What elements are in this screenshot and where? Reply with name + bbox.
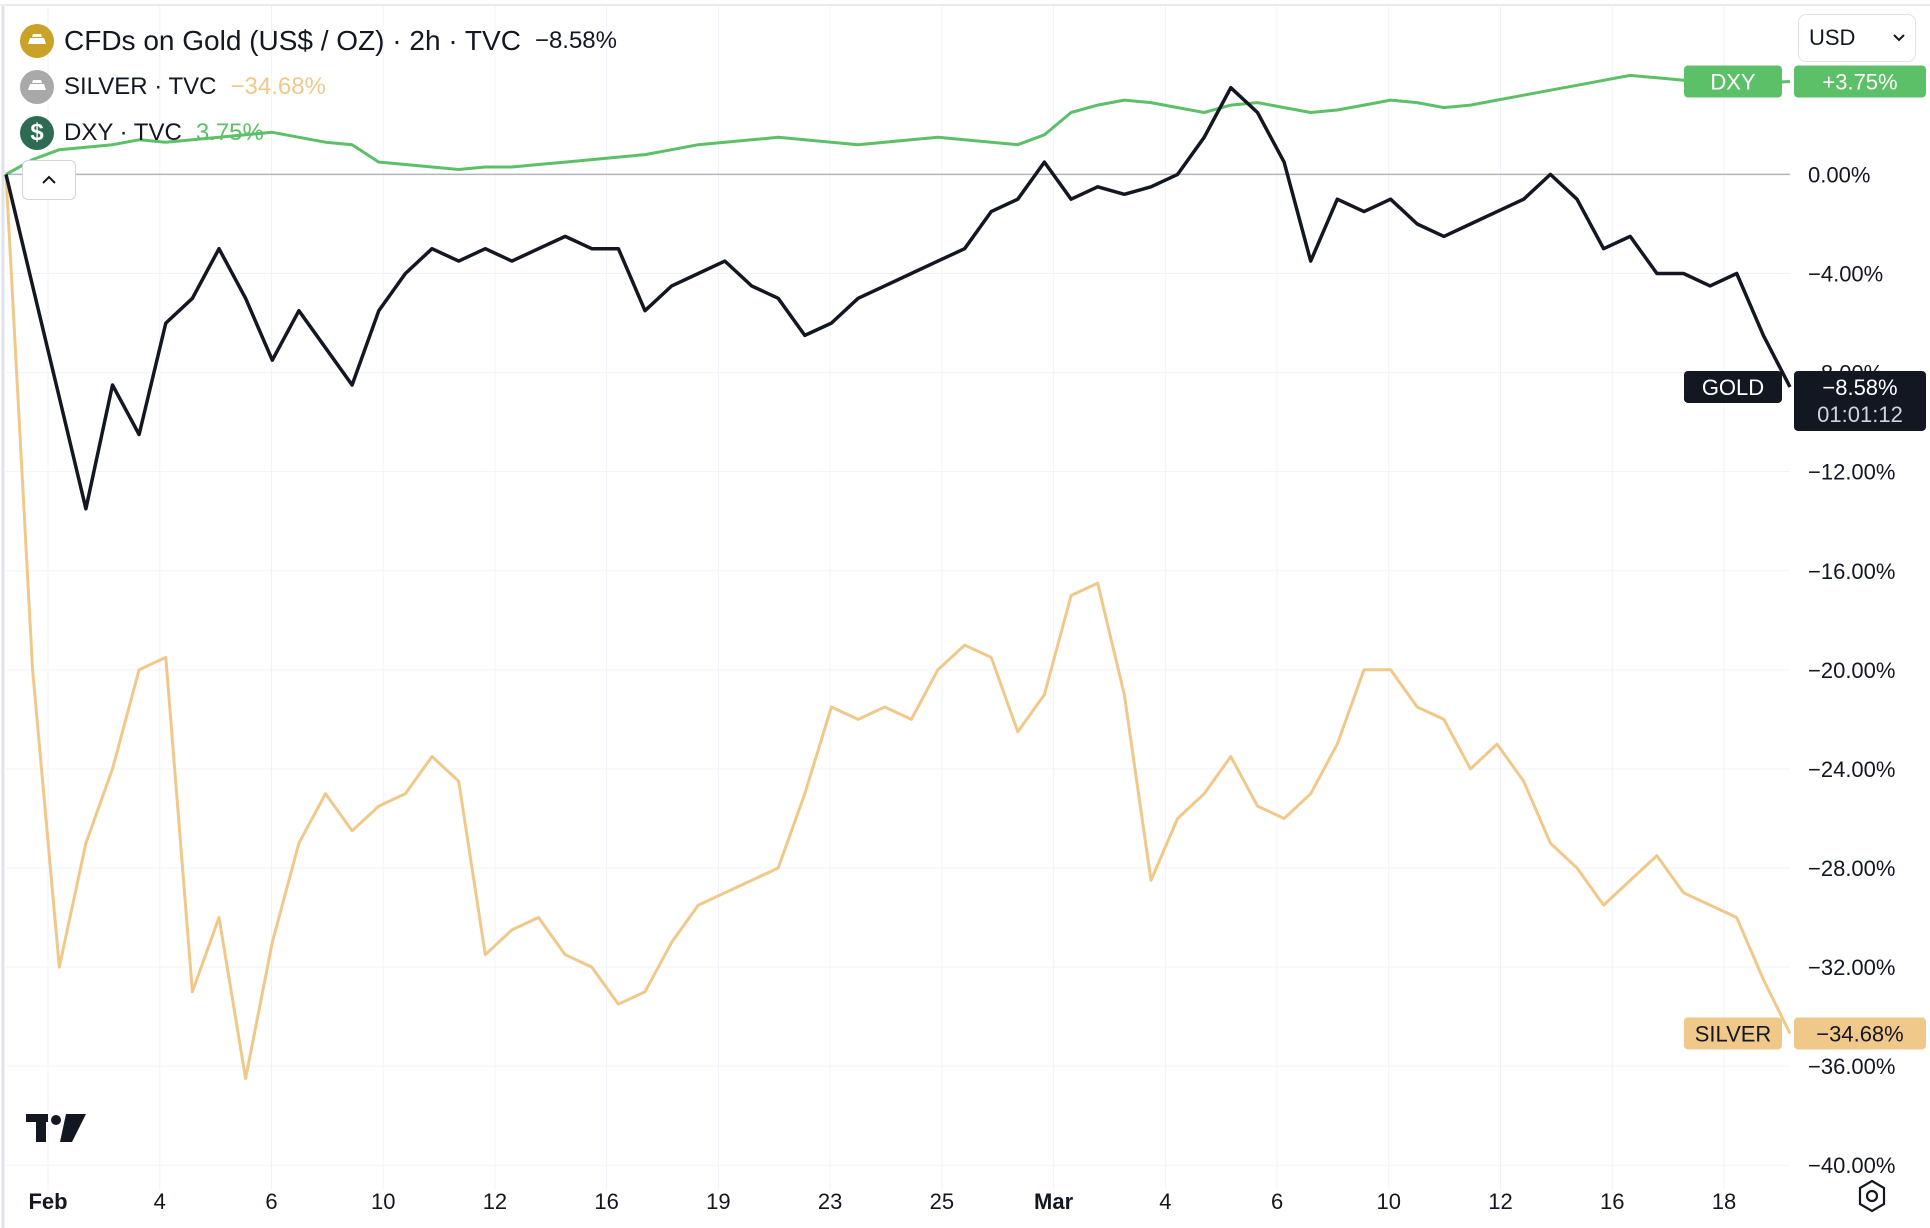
series-line-gold bbox=[4, 85, 1792, 511]
y-tick-label: −20.00% bbox=[1808, 658, 1895, 683]
x-tick-label: 25 bbox=[930, 1189, 954, 1214]
series-name-label: DXY bbox=[1710, 70, 1756, 95]
series-name-label: SILVER bbox=[1695, 1021, 1772, 1046]
x-tick-label: 23 bbox=[818, 1189, 842, 1214]
y-tick-label: −24.00% bbox=[1808, 757, 1895, 782]
x-tick-label: 10 bbox=[1377, 1189, 1401, 1214]
grid-lines bbox=[6, 6, 1790, 1190]
y-tick-label: −12.00% bbox=[1808, 460, 1895, 485]
series-layer bbox=[4, 73, 1792, 1080]
x-tick-label: 16 bbox=[594, 1189, 618, 1214]
legend-change: 3.75% bbox=[195, 119, 264, 146]
settings-icon[interactable] bbox=[1854, 1178, 1890, 1214]
y-tick-label: −32.00% bbox=[1808, 955, 1895, 980]
last-value-label: −8.58% bbox=[1822, 375, 1897, 400]
x-tick-label: 19 bbox=[706, 1189, 730, 1214]
series-name-tag bbox=[1684, 1017, 1782, 1050]
last-value-tag bbox=[1794, 65, 1926, 98]
x-tick-label: 4 bbox=[154, 1189, 166, 1214]
legend-change: −34.68% bbox=[230, 73, 326, 100]
collapse-legend-button[interactable] bbox=[22, 160, 76, 200]
series-line-dxy bbox=[5, 73, 1791, 176]
legend: CFDs on Gold (US$ / OZ) · 2h · TVC −8.58… bbox=[20, 18, 617, 156]
x-tick-label: Feb bbox=[28, 1189, 67, 1214]
tradingview-logo bbox=[26, 1114, 86, 1142]
series-line-silver bbox=[4, 174, 1792, 1080]
x-tick-label: 16 bbox=[1600, 1189, 1624, 1214]
series-name-label: GOLD bbox=[1702, 375, 1764, 400]
price-labels: DXY +3.75% GOLD −8.58%01:01:12 SILVER −34.68% bbox=[1684, 65, 1926, 1050]
chevron-up-icon bbox=[42, 175, 56, 184]
currency-value: USD bbox=[1809, 25, 1856, 50]
chevron-down-icon bbox=[1893, 34, 1905, 42]
legend-row-gold[interactable]: CFDs on Gold (US$ / OZ) · 2h · TVC −8.58… bbox=[20, 18, 617, 64]
y-tick-label: −28.00% bbox=[1808, 856, 1895, 881]
x-tick-label: 18 bbox=[1712, 1189, 1736, 1214]
dollar-icon: $ bbox=[20, 116, 54, 150]
y-tick-label: −16.00% bbox=[1808, 559, 1895, 584]
y-tick-label: −4.00% bbox=[1808, 262, 1883, 287]
legend-title: SILVER · TVC bbox=[64, 73, 217, 100]
last-value-label: −34.68% bbox=[1816, 1021, 1903, 1046]
legend-row-silver[interactable]: SILVER · TVC −34.68% bbox=[20, 64, 617, 110]
legend-row-dxy[interactable]: $ DXY · TVC 3.75% bbox=[20, 110, 617, 156]
y-tick-label: −40.00% bbox=[1808, 1153, 1895, 1178]
gold-bars-icon bbox=[20, 24, 54, 58]
x-axis: Feb 4 6 10 12 16 19 23 25 Mar 4 6 10 12 16 18 bbox=[28, 1189, 1736, 1214]
y-tick-label: −36.00% bbox=[1808, 1054, 1895, 1079]
legend-title: DXY · TVC bbox=[64, 119, 182, 146]
bar-countdown-label: 01:01:12 bbox=[1817, 402, 1903, 427]
x-tick-label: 6 bbox=[265, 1189, 277, 1214]
x-tick-label: Mar bbox=[1034, 1189, 1074, 1214]
silver-bars-icon bbox=[20, 70, 54, 104]
y-tick-label: 0.00% bbox=[1808, 162, 1870, 187]
x-tick-label: 4 bbox=[1159, 1189, 1171, 1214]
x-tick-label: 12 bbox=[483, 1189, 507, 1214]
series-name-tag bbox=[1684, 370, 1782, 403]
last-value-label: +3.75% bbox=[1822, 70, 1897, 95]
currency-select[interactable]: USD bbox=[1798, 14, 1916, 62]
last-value-tag bbox=[1794, 1017, 1926, 1050]
x-tick-label: 12 bbox=[1488, 1189, 1512, 1214]
legend-title: CFDs on Gold (US$ / OZ) · 2h · TVC bbox=[64, 25, 521, 56]
last-value-tag bbox=[1794, 370, 1926, 431]
series-name-tag bbox=[1684, 65, 1782, 98]
legend-change: −8.58% bbox=[534, 27, 617, 54]
x-tick-label: 10 bbox=[371, 1189, 395, 1214]
x-tick-label: 6 bbox=[1271, 1189, 1283, 1214]
